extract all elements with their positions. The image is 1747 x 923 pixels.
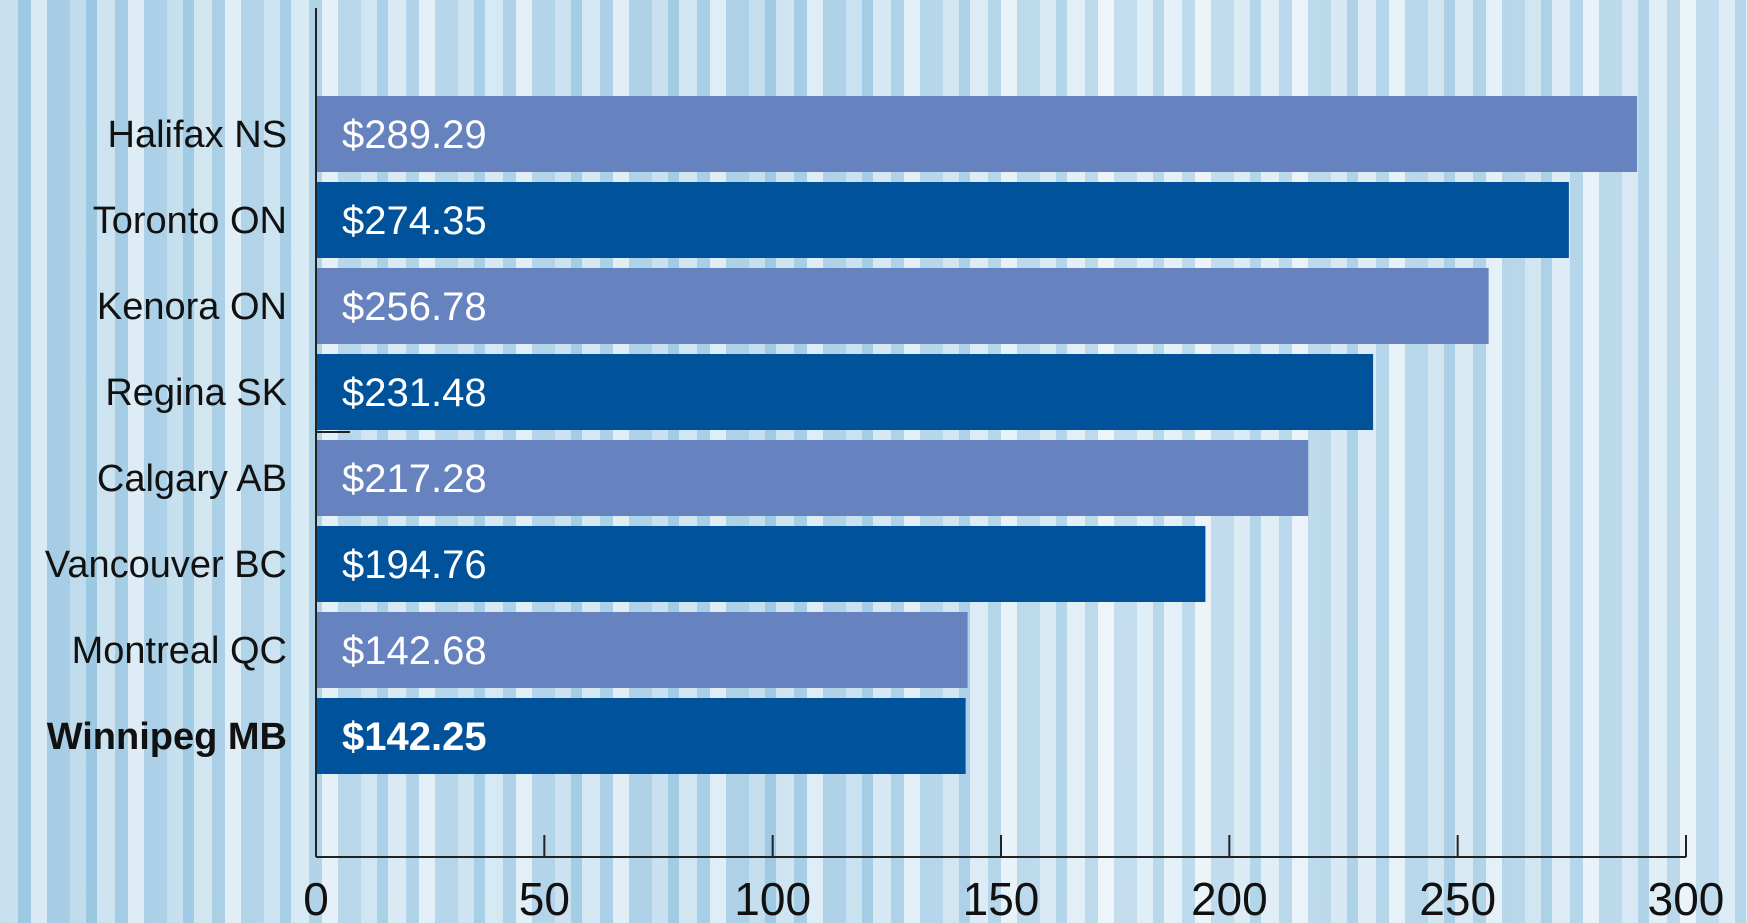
x-tick-label-250: 250 bbox=[1419, 873, 1496, 923]
x-tick-label-300: 300 bbox=[1648, 873, 1725, 923]
bar-value-label-regina-sk: $231.48 bbox=[342, 371, 487, 415]
x-tick-label-100: 100 bbox=[734, 873, 811, 923]
bar-value-label-winnipeg-mb: $142.25 bbox=[342, 715, 487, 759]
category-labels-group: Halifax NS Toronto ON Kenora ON Regina SK Ca… bbox=[45, 114, 287, 758]
category-label-halifax-ns: Halifax NS bbox=[108, 114, 288, 156]
x-tick-label-200: 200 bbox=[1191, 873, 1268, 923]
bar-toronto-on bbox=[316, 182, 1569, 258]
bar-halifax-ns bbox=[316, 96, 1638, 172]
category-label-montreal-qc: Montreal QC bbox=[72, 630, 287, 672]
bar-value-label-vancouver-bc: $194.76 bbox=[342, 543, 487, 587]
x-tick-label-0: 0 bbox=[303, 873, 329, 923]
bar-value-label-kenora-on: $256.78 bbox=[342, 285, 487, 329]
x-axis: 0 50 100 150 200 250 300 bbox=[303, 8, 1724, 923]
category-label-toronto-on: Toronto ON bbox=[93, 200, 287, 242]
category-label-winnipeg-mb: Winnipeg MB bbox=[47, 716, 287, 758]
bar-winnipeg-mb bbox=[316, 698, 966, 774]
x-tick-label-150: 150 bbox=[963, 873, 1040, 923]
category-label-regina-sk: Regina SK bbox=[105, 372, 287, 414]
bar-montreal-qc bbox=[316, 612, 968, 688]
category-label-kenora-on: Kenora ON bbox=[97, 286, 287, 328]
bars-group: $289.29 $274.35 $256.78 $231.48 $217.28 $194.… bbox=[316, 96, 1638, 774]
bar-calgary-ab bbox=[316, 440, 1309, 516]
x-tick-label-50: 50 bbox=[519, 873, 570, 923]
bar-value-label-halifax-ns: $289.29 bbox=[342, 113, 487, 157]
bar-vancouver-bc bbox=[316, 526, 1206, 602]
bar-value-label-montreal-qc: $142.68 bbox=[342, 629, 487, 673]
bar-value-label-calgary-ab: $217.28 bbox=[342, 457, 487, 501]
bar-regina-sk bbox=[316, 354, 1374, 430]
bar-value-label-toronto-on: $274.35 bbox=[342, 199, 487, 243]
category-label-calgary-ab: Calgary AB bbox=[97, 458, 287, 500]
category-label-vancouver-bc: Vancouver BC bbox=[45, 544, 287, 586]
bar-kenora-on bbox=[316, 268, 1489, 344]
